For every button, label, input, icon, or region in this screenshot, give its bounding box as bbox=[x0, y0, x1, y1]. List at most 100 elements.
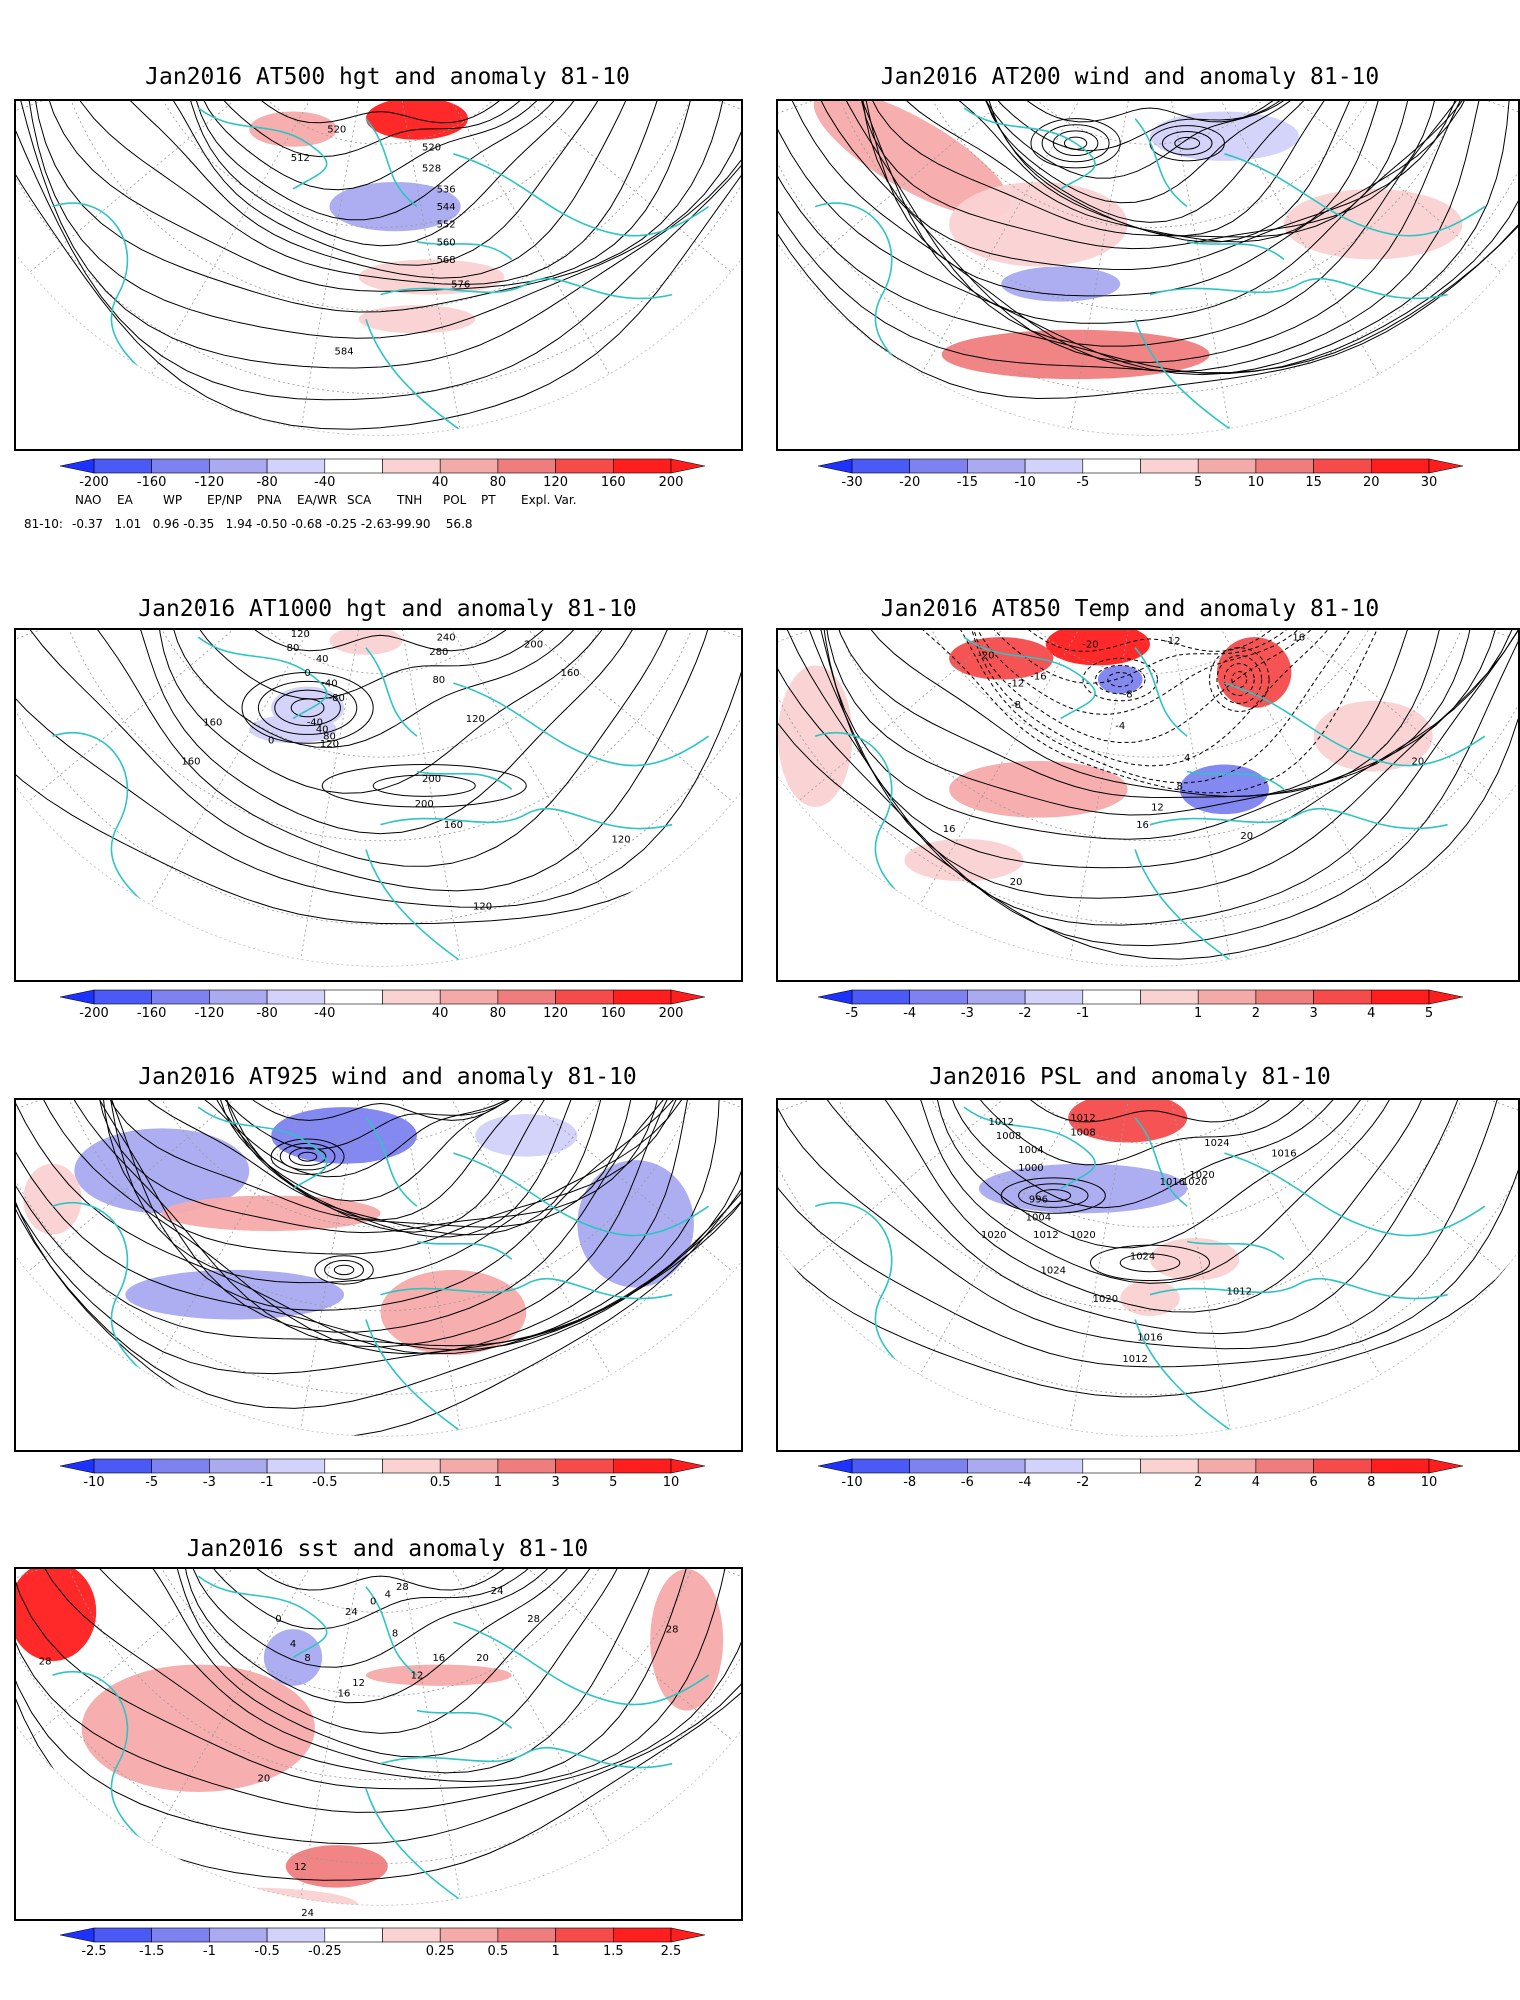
colorbar-segment bbox=[151, 989, 210, 1005]
coastline bbox=[365, 849, 469, 967]
contour-line bbox=[778, 630, 1518, 926]
colorbar-tick-label: 3 bbox=[1309, 1006, 1318, 1021]
contour-label: -20 bbox=[1082, 640, 1098, 651]
anomaly-shading bbox=[249, 714, 337, 744]
contour-label: 1020 bbox=[1070, 1230, 1095, 1241]
anomaly-shading bbox=[16, 1569, 97, 1662]
contour-label: 40 bbox=[316, 654, 329, 665]
contour-line bbox=[16, 1569, 741, 1813]
colorbar-segment bbox=[851, 458, 911, 474]
contour-label: 536 bbox=[437, 185, 456, 196]
contour-line bbox=[78, 1100, 694, 1333]
colorbar-segment bbox=[555, 1927, 614, 1943]
contour-label: 584 bbox=[335, 346, 354, 357]
graticule-meridian bbox=[896, 630, 1151, 945]
anomaly-shading bbox=[1068, 1100, 1188, 1143]
contour-line bbox=[95, 1100, 701, 1311]
graticule-meridian bbox=[380, 101, 469, 436]
contour-line bbox=[778, 101, 1518, 375]
anomaly-shading bbox=[1120, 1280, 1180, 1316]
map-svg: 512 520 520 528 536 544 552 560 568 576 584 bbox=[16, 101, 741, 436]
contour-line bbox=[854, 1100, 1439, 1313]
colorbar-tick-label: -3 bbox=[202, 1475, 216, 1490]
colorbar-segment bbox=[93, 1458, 153, 1474]
colorbar-tick-label: -40 bbox=[314, 475, 336, 490]
contour-loop bbox=[1035, 1189, 1072, 1202]
contour-label: 20 bbox=[1010, 877, 1023, 888]
panel-at200: Jan2016 AT200 wind and anomaly 81-10 -30… bbox=[760, 0, 1520, 560]
colorbar-segment bbox=[151, 458, 210, 474]
coastline bbox=[52, 1201, 221, 1437]
contour-loop bbox=[1209, 647, 1270, 712]
colorbar-segment bbox=[555, 989, 614, 1005]
colorbar-tick-label: 80 bbox=[489, 475, 507, 490]
map-content bbox=[16, 1100, 741, 1437]
index-name: EA bbox=[117, 493, 133, 507]
map-area bbox=[14, 1098, 743, 1452]
anomaly-shading bbox=[365, 101, 468, 140]
graticule-meridian bbox=[778, 630, 1151, 832]
anomaly-shading bbox=[358, 259, 505, 295]
coastline bbox=[1187, 770, 1285, 790]
contour-label: -20 bbox=[978, 650, 994, 661]
colorbar-tick-label: -120 bbox=[194, 1006, 225, 1021]
contour-label: 544 bbox=[437, 202, 456, 213]
contour-label: 80 bbox=[323, 732, 336, 743]
colorbar-segment bbox=[612, 1458, 672, 1474]
colorbar: -30 -20 -15 -10 -5 5 10 15 20 30 bbox=[818, 458, 1463, 503]
colorbar-tick-label: 5 bbox=[609, 1475, 618, 1490]
colorbar-min-arrow bbox=[818, 989, 853, 1005]
contour-line bbox=[972, 101, 1345, 152]
coastline bbox=[963, 1106, 1096, 1190]
graticule-meridian bbox=[380, 630, 741, 832]
contour-label: 568 bbox=[437, 255, 456, 266]
contour-loop bbox=[290, 698, 325, 718]
colorbar-tick-label: 0.5 bbox=[487, 1944, 509, 1959]
contour-line bbox=[806, 101, 1479, 364]
colorbar-tick-label: 10 bbox=[1247, 475, 1265, 490]
colorbar-tick-label: 5 bbox=[1194, 475, 1203, 490]
colorbar-segment bbox=[1313, 458, 1372, 474]
colorbar-tick-label: -160 bbox=[136, 1006, 167, 1021]
contour-line bbox=[968, 630, 1348, 684]
index-values: -0.37 1.01 0.96 -0.35 1.94 -0.50 -0.68 -… bbox=[72, 517, 473, 531]
graticule-meridian bbox=[380, 630, 469, 967]
contour-loop bbox=[372, 774, 476, 797]
colorbar-tick-label: 2 bbox=[1194, 1475, 1203, 1490]
colorbar-segment bbox=[151, 1927, 210, 1943]
contour-label: 16 bbox=[432, 1653, 445, 1664]
contour-line bbox=[113, 1569, 639, 1758]
contour-line bbox=[16, 101, 741, 369]
colorbar-segment bbox=[1370, 989, 1430, 1005]
contour-label: 24 bbox=[345, 1607, 358, 1618]
panel-at925: Jan2016 AT925 wind and anomaly 81-10 -10… bbox=[0, 1030, 760, 1500]
colorbar-segment bbox=[209, 1927, 268, 1943]
contour-line bbox=[188, 101, 597, 221]
colorbar-min-arrow bbox=[60, 989, 95, 1005]
colorbar-svg bbox=[60, 458, 705, 474]
graticule-meridian bbox=[128, 101, 381, 414]
contour-label: 120 bbox=[466, 714, 485, 725]
colorbar-tick-label: -10 bbox=[1014, 475, 1036, 490]
colorbar-tick-label: 1 bbox=[551, 1944, 560, 1959]
graticule-meridian bbox=[16, 630, 381, 832]
contour-label: 1000 bbox=[1018, 1163, 1043, 1174]
index-name: PT bbox=[481, 493, 496, 507]
colorbar: -5 -4 -3 -2 -1 1 2 3 4 5 bbox=[818, 989, 1463, 1021]
contour-line bbox=[858, 101, 1466, 271]
graticule-meridian bbox=[16, 1100, 381, 1302]
colorbar-segment bbox=[967, 1458, 1026, 1474]
contour-label: 1012 bbox=[1122, 1354, 1147, 1365]
colorbar-segment bbox=[967, 458, 1026, 474]
graticule-meridian bbox=[1149, 1100, 1239, 1437]
colorbar-segment bbox=[93, 1927, 153, 1943]
colorbar-min-arrow bbox=[818, 458, 853, 474]
contour-line bbox=[31, 101, 729, 313]
colorbar-tick-label: -80 bbox=[256, 475, 278, 490]
contour-label: 16 bbox=[1292, 633, 1305, 644]
contour-line bbox=[118, 630, 657, 835]
colorbar-tick-label: -30 bbox=[841, 475, 863, 490]
contour-label: 1016 bbox=[1271, 1149, 1296, 1160]
contour-label: 120 bbox=[473, 902, 492, 913]
contour-label: -8 bbox=[1011, 700, 1021, 711]
